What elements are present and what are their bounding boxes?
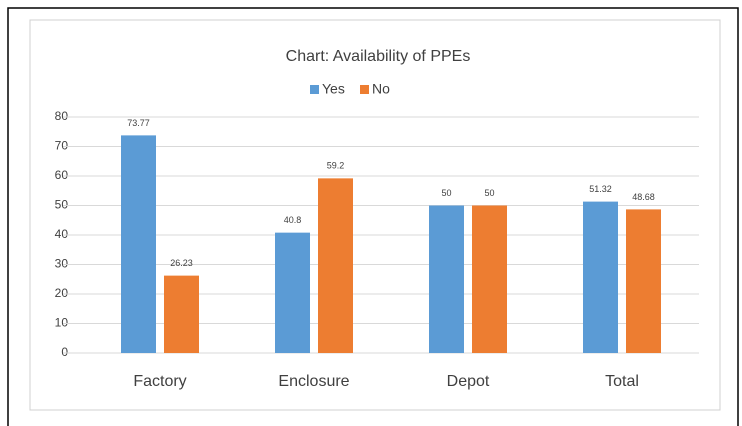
y-tick-label: 40 — [55, 227, 69, 241]
bar — [318, 178, 353, 353]
bar — [275, 232, 310, 353]
bar — [583, 201, 618, 353]
value-label: 40.8 — [284, 215, 302, 225]
y-tick-label: 10 — [55, 316, 69, 330]
y-tick-label: 50 — [55, 198, 69, 212]
bar — [626, 209, 661, 353]
x-tick-label: Factory — [133, 373, 186, 390]
y-tick-label: 0 — [61, 345, 68, 359]
bar — [164, 275, 199, 353]
legend-swatch — [360, 85, 369, 94]
chart-title: Chart: Availability of PPEs — [286, 48, 471, 65]
y-tick-label: 30 — [55, 257, 69, 271]
y-tick-label: 80 — [55, 109, 69, 123]
bar — [429, 205, 464, 353]
bar — [472, 205, 507, 353]
x-tick-label: Total — [605, 373, 639, 390]
legend-label: Yes — [322, 81, 345, 97]
y-tick-label: 20 — [55, 286, 69, 300]
legend-swatch — [310, 85, 319, 94]
value-label: 50 — [441, 188, 451, 198]
y-tick-label: 70 — [55, 139, 69, 153]
value-label: 59.2 — [327, 161, 345, 171]
value-label: 73.77 — [127, 118, 150, 128]
legend-label: No — [372, 81, 390, 97]
value-label: 51.32 — [589, 184, 612, 194]
x-tick-label: Enclosure — [278, 373, 349, 390]
frame — [7, 7, 739, 426]
y-tick-label: 60 — [55, 168, 69, 182]
value-label: 48.68 — [632, 192, 655, 202]
value-label: 26.23 — [170, 258, 193, 268]
bar — [121, 135, 156, 353]
value-label: 50 — [484, 188, 494, 198]
x-tick-label: Depot — [447, 373, 490, 390]
